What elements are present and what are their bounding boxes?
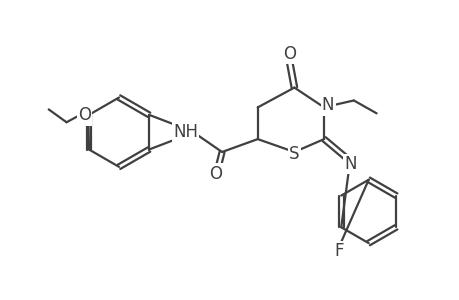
Text: N: N: [321, 96, 334, 114]
Text: S: S: [289, 145, 299, 163]
Text: F: F: [334, 242, 343, 260]
Text: O: O: [78, 106, 91, 124]
Text: O: O: [208, 165, 221, 183]
Text: O: O: [282, 45, 295, 63]
Text: N: N: [344, 155, 356, 173]
Text: NH: NH: [173, 123, 197, 141]
